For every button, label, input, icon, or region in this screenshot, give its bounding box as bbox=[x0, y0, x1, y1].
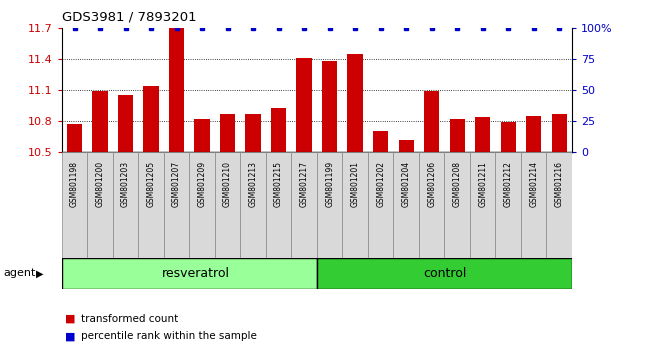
Text: GSM801211: GSM801211 bbox=[478, 161, 488, 207]
Text: GDS3981 / 7893201: GDS3981 / 7893201 bbox=[62, 11, 196, 24]
FancyBboxPatch shape bbox=[495, 152, 521, 258]
Text: GSM801199: GSM801199 bbox=[325, 161, 334, 207]
Bar bbox=[526, 116, 541, 152]
Bar bbox=[475, 117, 490, 152]
Text: transformed count: transformed count bbox=[81, 314, 179, 324]
Bar bbox=[373, 131, 388, 152]
Text: GSM801204: GSM801204 bbox=[402, 161, 411, 207]
FancyBboxPatch shape bbox=[419, 152, 445, 258]
Text: GSM801217: GSM801217 bbox=[300, 161, 309, 207]
Bar bbox=[500, 122, 516, 152]
Text: GSM801198: GSM801198 bbox=[70, 161, 79, 207]
Text: GSM801215: GSM801215 bbox=[274, 161, 283, 207]
Text: GSM801208: GSM801208 bbox=[452, 161, 462, 207]
Bar bbox=[424, 91, 439, 152]
Bar bbox=[92, 91, 108, 152]
Bar bbox=[169, 28, 184, 152]
Text: GSM801201: GSM801201 bbox=[350, 161, 359, 207]
Text: agent: agent bbox=[3, 268, 36, 279]
Text: GSM801213: GSM801213 bbox=[248, 161, 257, 207]
Text: GSM801209: GSM801209 bbox=[198, 161, 207, 207]
FancyBboxPatch shape bbox=[87, 152, 113, 258]
Text: ▶: ▶ bbox=[36, 268, 44, 279]
Text: GSM801207: GSM801207 bbox=[172, 161, 181, 207]
FancyBboxPatch shape bbox=[62, 258, 317, 289]
FancyBboxPatch shape bbox=[343, 152, 368, 258]
FancyBboxPatch shape bbox=[470, 152, 495, 258]
FancyBboxPatch shape bbox=[368, 152, 393, 258]
Bar bbox=[118, 96, 133, 152]
Bar bbox=[246, 114, 261, 152]
Text: ■: ■ bbox=[65, 331, 75, 341]
Bar bbox=[450, 119, 465, 152]
Text: GSM801210: GSM801210 bbox=[223, 161, 232, 207]
FancyBboxPatch shape bbox=[266, 152, 291, 258]
Text: GSM801212: GSM801212 bbox=[504, 161, 513, 207]
Text: GSM801206: GSM801206 bbox=[427, 161, 436, 207]
FancyBboxPatch shape bbox=[189, 152, 214, 258]
Text: GSM801202: GSM801202 bbox=[376, 161, 385, 207]
Text: GSM801216: GSM801216 bbox=[554, 161, 564, 207]
Bar bbox=[348, 54, 363, 152]
Text: resveratrol: resveratrol bbox=[162, 267, 229, 280]
Text: GSM801214: GSM801214 bbox=[529, 161, 538, 207]
Bar bbox=[398, 140, 414, 152]
FancyBboxPatch shape bbox=[547, 152, 572, 258]
Text: GSM801200: GSM801200 bbox=[96, 161, 105, 207]
FancyBboxPatch shape bbox=[113, 152, 138, 258]
Text: ■: ■ bbox=[65, 314, 75, 324]
Bar bbox=[552, 114, 567, 152]
Bar bbox=[144, 86, 159, 152]
Bar bbox=[220, 114, 235, 152]
Bar bbox=[296, 58, 312, 152]
Text: percentile rank within the sample: percentile rank within the sample bbox=[81, 331, 257, 341]
Bar bbox=[322, 61, 337, 152]
Bar bbox=[194, 119, 210, 152]
FancyBboxPatch shape bbox=[521, 152, 547, 258]
Bar bbox=[67, 124, 82, 152]
FancyBboxPatch shape bbox=[291, 152, 317, 258]
FancyBboxPatch shape bbox=[393, 152, 419, 258]
FancyBboxPatch shape bbox=[317, 152, 343, 258]
Text: control: control bbox=[422, 267, 466, 280]
Text: GSM801205: GSM801205 bbox=[146, 161, 155, 207]
FancyBboxPatch shape bbox=[62, 152, 87, 258]
FancyBboxPatch shape bbox=[317, 258, 572, 289]
FancyBboxPatch shape bbox=[240, 152, 266, 258]
FancyBboxPatch shape bbox=[214, 152, 240, 258]
Text: GSM801203: GSM801203 bbox=[121, 161, 130, 207]
FancyBboxPatch shape bbox=[138, 152, 164, 258]
FancyBboxPatch shape bbox=[164, 152, 189, 258]
FancyBboxPatch shape bbox=[445, 152, 470, 258]
Bar bbox=[271, 108, 286, 152]
